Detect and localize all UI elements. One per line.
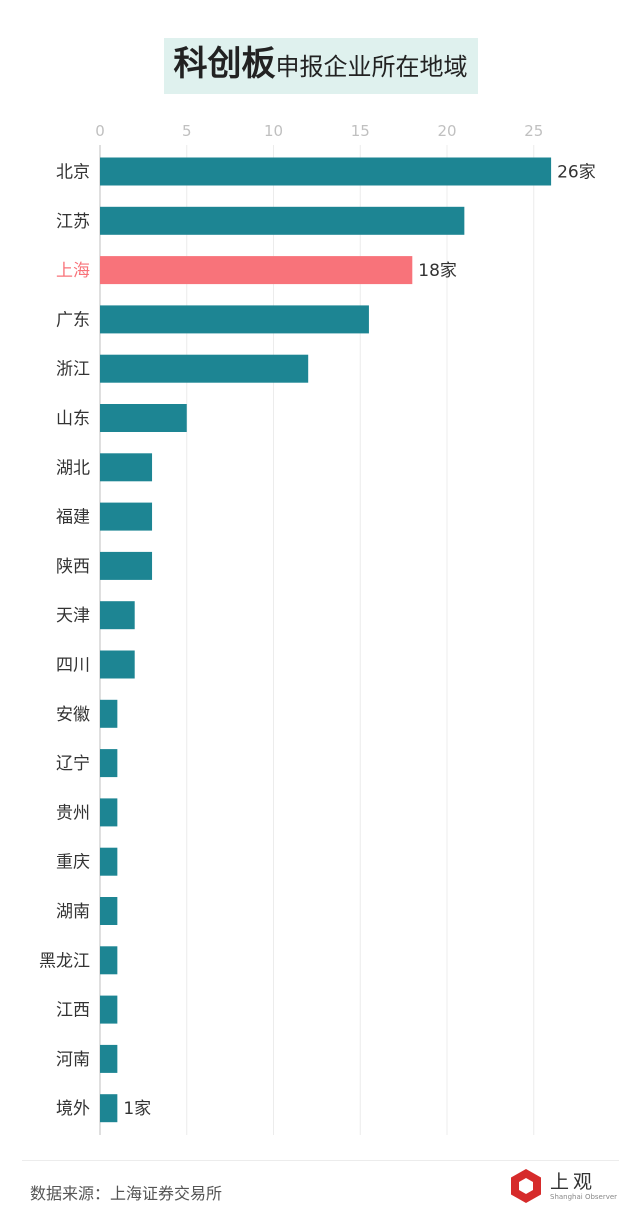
data-label: 26家 <box>557 163 596 183</box>
bar <box>100 1044 118 1073</box>
bar <box>100 404 187 432</box>
category-label: 湖北 <box>56 458 90 478</box>
shanghai-observer-logo: 上观 Shanghai Observer <box>508 1168 617 1204</box>
chart-title: 科创板申报企业所在地域 <box>0 38 641 94</box>
bar <box>100 502 153 531</box>
bar <box>100 847 118 876</box>
bar <box>100 305 369 334</box>
x-tick-label: 15 <box>351 122 370 140</box>
bar <box>100 749 118 778</box>
category-label: 安徽 <box>56 705 90 725</box>
x-tick-label: 0 <box>95 122 105 140</box>
logo-mark-icon <box>511 1169 541 1203</box>
category-label: 天津 <box>56 606 90 626</box>
category-label: 重庆 <box>56 853 90 873</box>
category-label: 境外 <box>56 1099 90 1119</box>
category-label: 辽宁 <box>56 754 90 774</box>
category-label: 山东 <box>56 409 90 429</box>
bar <box>100 157 552 186</box>
logo-english: Shanghai Observer <box>550 1192 618 1201</box>
category-label: 黑龙江 <box>39 951 90 971</box>
bar <box>100 798 118 827</box>
x-tick-label: 20 <box>437 122 456 140</box>
category-label: 上海 <box>56 261 90 281</box>
bar <box>100 995 118 1024</box>
bar <box>100 946 118 975</box>
bar <box>100 897 118 925</box>
bar <box>100 551 153 580</box>
category-label: 北京 <box>56 163 90 183</box>
bar <box>100 453 153 482</box>
footer-divider <box>22 1160 619 1161</box>
category-label: 江苏 <box>56 212 90 232</box>
bar <box>100 206 465 235</box>
bar <box>100 650 135 679</box>
bar <box>100 1094 118 1123</box>
category-label: 湖南 <box>56 902 90 922</box>
bar <box>100 256 413 285</box>
x-tick-label: 5 <box>182 122 192 140</box>
category-label: 江西 <box>56 1001 90 1021</box>
data-label: 18家 <box>418 261 457 281</box>
category-label: 四川 <box>56 656 90 676</box>
data-source: 数据来源：上海证券交易所 <box>30 1184 223 1203</box>
category-label: 福建 <box>56 508 90 528</box>
category-label: 浙江 <box>56 360 90 380</box>
category-label: 河南 <box>56 1050 90 1070</box>
category-label: 广东 <box>56 310 90 330</box>
x-tick-label: 25 <box>524 122 543 140</box>
title-sub: 申报企业所在地域 <box>275 53 468 81</box>
data-label: 1家 <box>123 1099 151 1119</box>
category-label: 贵州 <box>56 803 90 823</box>
logo-name: 上观 <box>550 1170 597 1193</box>
category-label: 陕西 <box>56 557 90 577</box>
title-main: 科创板 <box>173 44 276 84</box>
bar <box>100 699 118 728</box>
bar <box>100 601 135 630</box>
title-highlight: 科创板申报企业所在地域 <box>163 38 478 94</box>
x-tick-label: 10 <box>264 122 283 140</box>
bar <box>100 354 309 383</box>
